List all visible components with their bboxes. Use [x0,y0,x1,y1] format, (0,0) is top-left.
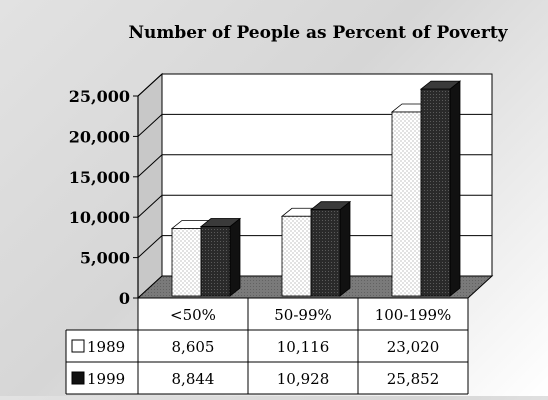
chart-title: Number of People as Percent of Poverty [128,23,508,43]
bar-side [229,217,241,297]
gridline [137,113,492,137]
legend-swatch-1999 [71,371,85,385]
bar-1989-2 [391,111,422,297]
gridline [137,73,492,97]
y-tick-label: 25,000 [69,87,130,106]
data-table: <50% 50-99% 100-199% 1989 8,605 10,116 23,020 1… [65,297,469,395]
y-tick-label: 0 [119,289,130,308]
gridline [137,194,492,218]
gridline [137,154,492,178]
bar-1999-2 [420,88,451,297]
bars [170,80,462,297]
legend-label: 1999 [87,370,125,388]
bar-1999-1 [310,209,341,297]
category-label: 100-199% [375,306,452,324]
y-tick-label: 20,000 [69,127,130,146]
table-cell: 10,928 [277,370,330,388]
bar-1989-1 [281,215,312,297]
legend-swatch-1989 [71,339,85,353]
y-tick-label: 15,000 [69,168,130,187]
bar-side [339,200,351,297]
table-cell: 23,020 [387,338,440,356]
gridlines [137,73,492,258]
table-body [138,298,468,394]
gridline [137,235,492,258]
legend-label: 1989 [87,338,125,356]
table-cell: 8,844 [172,370,215,388]
bar-1999-0 [200,226,231,297]
y-tick-label: 5,000 [80,249,130,268]
side-wall [137,72,163,300]
y-axis: 0 5,000 10,000 15,000 20,000 25,000 [69,87,139,308]
category-label: 50-99% [274,306,332,324]
table-cell: 25,852 [387,370,440,388]
table-cell: 8,605 [172,338,215,356]
category-label: <50% [170,306,216,324]
bar-1989-0 [171,228,202,297]
bar-side [449,80,461,297]
table-cell: 10,116 [277,338,330,356]
y-tick-label: 10,000 [69,208,130,227]
